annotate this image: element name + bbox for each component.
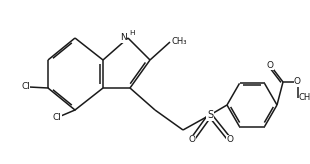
Text: N: N	[120, 33, 127, 42]
Text: O: O	[267, 61, 273, 70]
Text: H: H	[130, 30, 135, 36]
Text: Cl: Cl	[53, 113, 62, 122]
Text: CH₃: CH₃	[171, 38, 187, 47]
Text: S: S	[207, 110, 213, 120]
Text: O: O	[188, 135, 196, 144]
Text: CH₃: CH₃	[299, 93, 310, 102]
Text: O: O	[294, 78, 301, 86]
Text: Cl: Cl	[21, 82, 30, 91]
Text: O: O	[227, 135, 233, 144]
